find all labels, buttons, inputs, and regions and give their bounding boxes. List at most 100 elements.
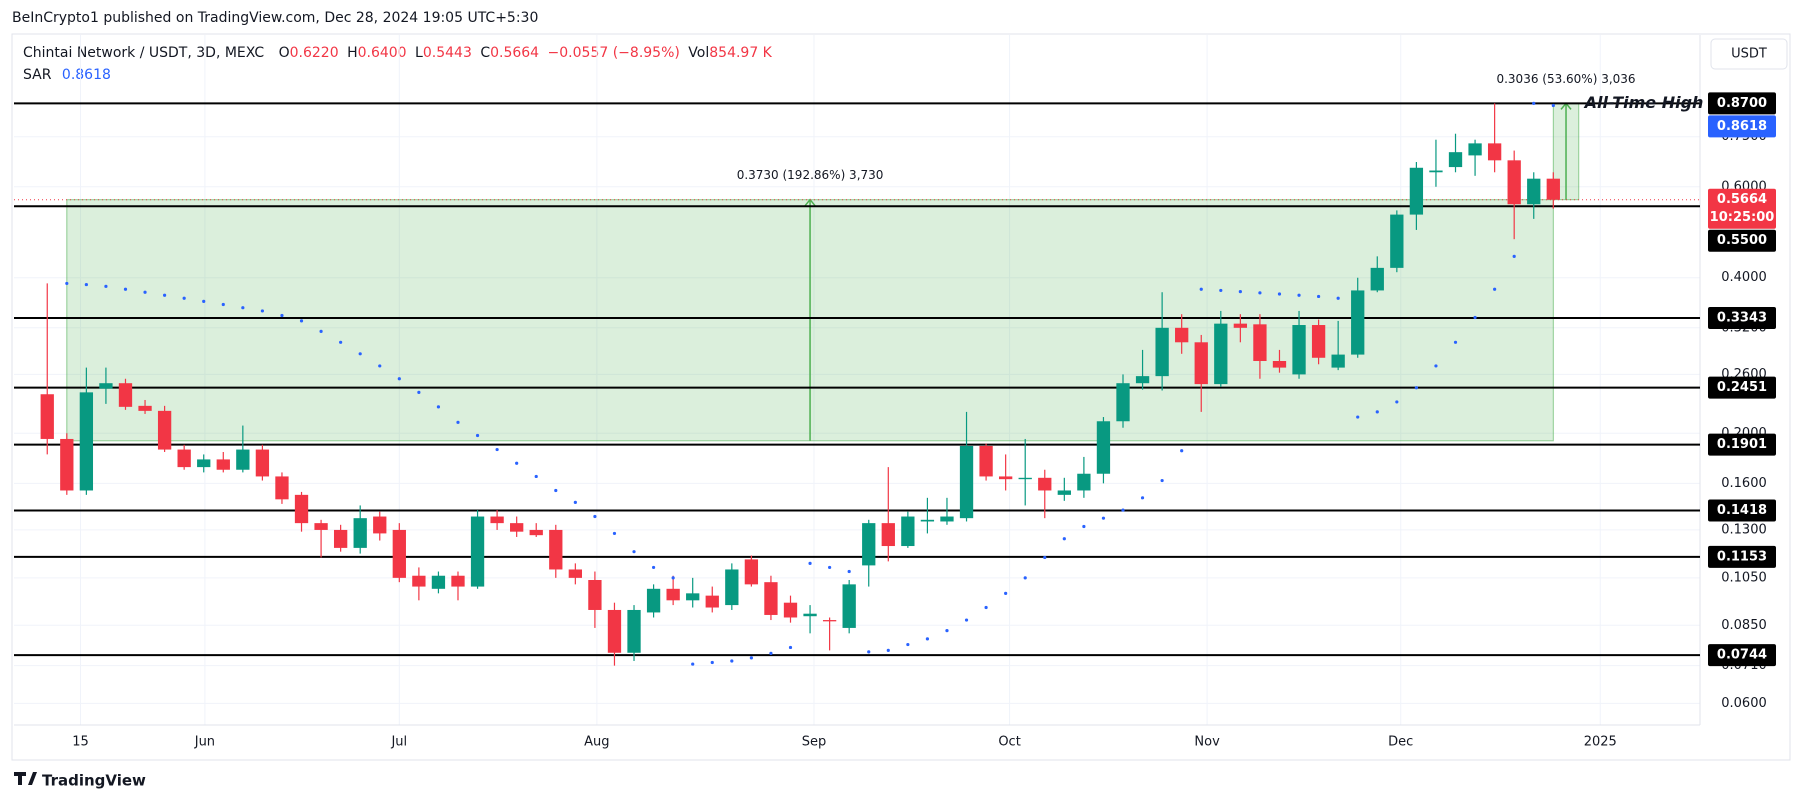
- sar-dot: [1414, 386, 1418, 390]
- sar-dot: [554, 488, 558, 493]
- candle-body: [1253, 324, 1267, 362]
- price-label-box: [1708, 545, 1776, 568]
- candle-body: [275, 476, 289, 500]
- legend-label: L: [415, 45, 423, 61]
- candle-body: [568, 569, 582, 578]
- sar-dot: [710, 660, 714, 665]
- candle-body: [1194, 342, 1208, 385]
- candle-body: [510, 523, 524, 532]
- sar-dot: [163, 293, 167, 297]
- currency-button-label[interactable]: USDT: [1731, 47, 1767, 62]
- candle-body: [940, 516, 954, 522]
- sar-dot: [1101, 516, 1106, 520]
- candle-body: [979, 445, 993, 477]
- sar-dot: [456, 420, 460, 424]
- candle-body: [412, 575, 426, 587]
- candle-body: [1096, 421, 1111, 474]
- x-tick-label: Jun: [194, 735, 215, 750]
- sar-dot: [417, 390, 421, 394]
- y-tick-label: 0.1300: [1721, 522, 1767, 537]
- sar-dot: [260, 309, 265, 313]
- candle-body: [1155, 327, 1169, 377]
- candle-body: [783, 602, 798, 618]
- legend-volume: 854.97 K: [709, 45, 772, 61]
- price-label: 0.5500: [1717, 233, 1767, 248]
- legend-label: O: [279, 45, 290, 61]
- y-tick-label: 0.0600: [1721, 696, 1767, 711]
- sar-dot: [378, 364, 382, 368]
- price-label-box: [1708, 499, 1776, 522]
- x-tick-label: 15: [72, 735, 89, 750]
- price-label: 0.8700: [1717, 96, 1767, 111]
- currency-button[interactable]: [1710, 38, 1788, 70]
- sar-dot: [1121, 508, 1125, 512]
- candle-body: [1116, 383, 1130, 422]
- candle-body: [99, 383, 113, 389]
- sar-dot: [339, 340, 343, 344]
- candle-body: [1468, 143, 1482, 156]
- sar-dot: [593, 514, 597, 519]
- candle-body: [294, 494, 309, 524]
- sar-dot: [1356, 415, 1360, 419]
- sar-dot: [1316, 294, 1321, 299]
- x-tick-label: Nov: [1194, 735, 1220, 750]
- sar-dot: [495, 447, 499, 452]
- candle-body: [118, 383, 133, 407]
- sar-dot: [886, 648, 890, 652]
- y-tick-label: 0.1600: [1721, 476, 1767, 491]
- candle-body: [1370, 267, 1384, 291]
- sar-dot: [299, 319, 304, 323]
- legend-volume-label: Vol: [688, 45, 709, 61]
- candle-body: [686, 593, 700, 601]
- sar-dot: [1395, 400, 1399, 404]
- candle-body: [920, 519, 935, 522]
- sar-dot: [1043, 555, 1047, 560]
- candle-body: [1487, 143, 1502, 161]
- sar-dot: [573, 500, 577, 504]
- candle-body: [392, 529, 406, 578]
- price-label-box: [1708, 307, 1776, 330]
- candle-body: [1507, 160, 1521, 205]
- candle-body: [764, 582, 778, 615]
- candle-body: [157, 410, 172, 450]
- candle-body: [1429, 170, 1443, 173]
- candle-body: [197, 459, 211, 468]
- measure-label: 0.3036 (53.60%) 3,036: [1496, 72, 1635, 86]
- legend-value: 0.5443: [423, 45, 472, 61]
- sar-dot: [945, 629, 949, 633]
- sar-dot: [1453, 340, 1458, 344]
- sar-dot: [1493, 287, 1497, 291]
- sar-dot: [1473, 315, 1477, 320]
- candle-body: [744, 559, 759, 585]
- candle-body: [79, 392, 94, 491]
- price-label-box: [1708, 433, 1776, 456]
- candle-body: [842, 584, 856, 628]
- price-label: 0.1901: [1717, 437, 1767, 452]
- candle-body: [862, 523, 876, 566]
- candle-body: [529, 529, 543, 536]
- legend-title: Chintai Network / USDT, 3D, MEXC: [23, 45, 264, 61]
- candle-body: [1077, 473, 1091, 491]
- x-tick-label: Dec: [1388, 735, 1413, 750]
- sar-dot: [1551, 103, 1555, 108]
- candle-body: [881, 523, 895, 547]
- sar-dot: [221, 302, 225, 307]
- sar-dot: [1238, 290, 1242, 294]
- sar-value: 0.8618: [62, 67, 111, 83]
- sar-dot: [1160, 478, 1164, 483]
- sar-dot: [925, 637, 930, 641]
- candle-body: [1135, 376, 1150, 384]
- candle-body: [216, 459, 230, 470]
- sar-dot: [632, 550, 636, 554]
- candle-body: [822, 620, 837, 622]
- candle-body: [1331, 354, 1345, 368]
- price-label: 0.1153: [1717, 549, 1767, 564]
- sar-dot: [730, 659, 734, 663]
- candle-body: [1292, 325, 1306, 375]
- sar-dot: [788, 645, 793, 650]
- logo-icon: [14, 772, 37, 785]
- candle-body: [1546, 178, 1560, 200]
- x-tick-label: Oct: [998, 735, 1020, 750]
- sar-dot: [123, 287, 128, 291]
